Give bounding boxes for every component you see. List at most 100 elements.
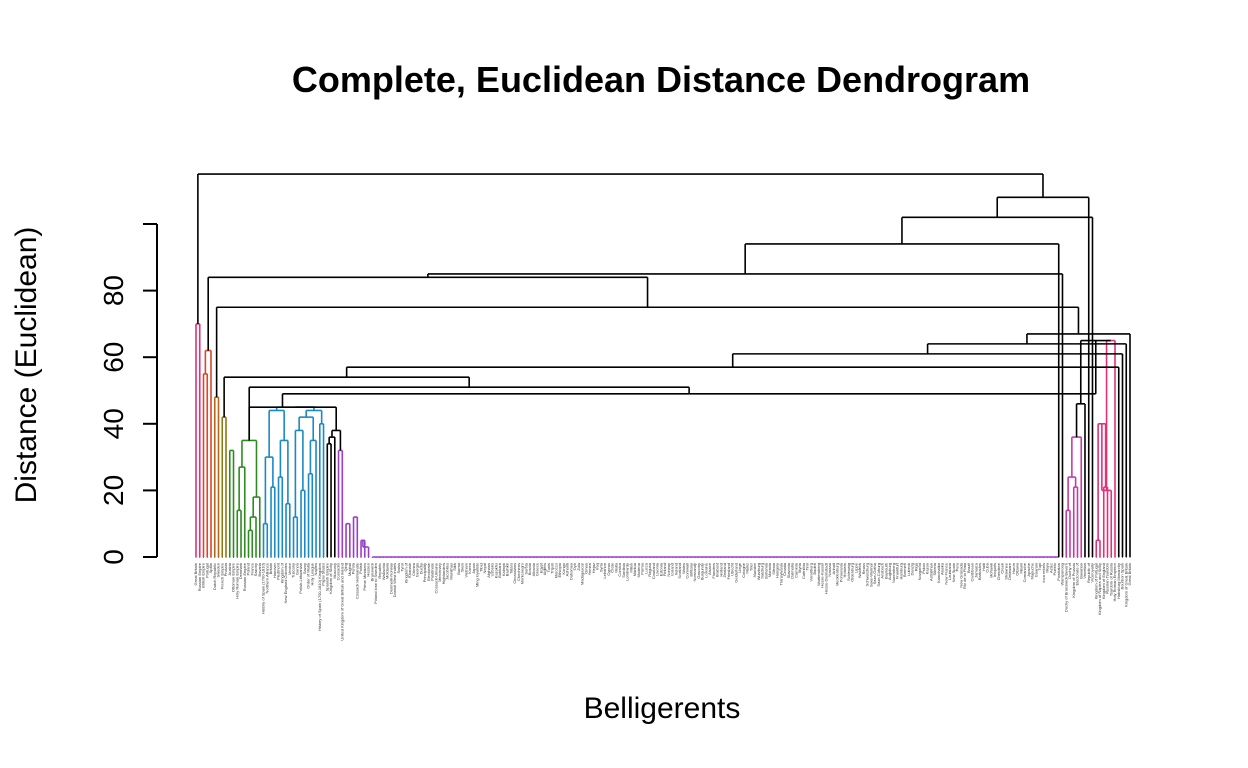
leaf-label: Cuba bbox=[985, 562, 990, 572]
leaf-label: Polish bbox=[358, 563, 363, 574]
leaf-label: Mecklenburg bbox=[835, 563, 840, 586]
leaf-label: Brittany bbox=[688, 563, 693, 577]
leaf-label: Tirol bbox=[805, 563, 810, 571]
leaf-label: Delaware bbox=[1007, 562, 1012, 580]
x-axis-label: Belligerents bbox=[584, 692, 741, 725]
leaf-label: Kingdom of England bbox=[1101, 563, 1106, 599]
leaf-label: Russian Empire bbox=[197, 562, 202, 591]
leaf-label: Salzburg bbox=[760, 563, 765, 579]
leaf-label: Malta bbox=[613, 562, 618, 573]
leaf-label: Milan bbox=[628, 563, 633, 573]
leaf-label: Burgundy bbox=[700, 563, 705, 580]
leaf-label: Venetian bbox=[1082, 563, 1087, 579]
leaf-label: Sardinia bbox=[621, 562, 626, 577]
leaf-label: Silesia bbox=[771, 562, 776, 575]
leaf-label: Qing bbox=[343, 563, 348, 571]
leaf-label: Vietnam bbox=[463, 562, 468, 577]
leaf-label: Japan bbox=[471, 563, 476, 574]
leaf-label: Swiss bbox=[396, 563, 401, 573]
leaf-label: Danzig bbox=[910, 563, 915, 575]
leaf-label: Lippe bbox=[853, 562, 858, 573]
leaf-label: Pskov bbox=[921, 563, 926, 574]
leaf-label: Burma bbox=[456, 562, 461, 575]
leaf-label: Denmark bbox=[238, 563, 243, 579]
leaf-label: Siam bbox=[460, 562, 465, 572]
leaf-label: Alaska bbox=[940, 562, 945, 575]
leaf-label: Bourbon Spain bbox=[1120, 563, 1125, 589]
leaf-label: Peru bbox=[955, 563, 960, 571]
leaf-label: Highlanders bbox=[441, 563, 446, 584]
leaf-label: Shawnee bbox=[1003, 562, 1008, 579]
leaf-label: Finland bbox=[662, 563, 667, 576]
leaf-label: Mapuche bbox=[1030, 562, 1035, 579]
leaf-label: Serbia bbox=[523, 562, 528, 574]
leaf-label: Oyo bbox=[572, 562, 577, 570]
leaf-label: Denmark-Norway bbox=[388, 563, 393, 594]
leaf-label: Ethiopia bbox=[557, 562, 562, 577]
leaf-label: Spain bbox=[208, 563, 213, 573]
leaf-label: Bavarian bbox=[1078, 563, 1083, 579]
leaf-label: Holland bbox=[718, 563, 723, 577]
leaf-label: Mainz bbox=[745, 563, 750, 574]
leaf-label: Bukhara bbox=[497, 562, 502, 578]
leaf-label: Creek bbox=[1000, 563, 1005, 574]
leaf-label: Louisiana bbox=[947, 562, 952, 580]
leaf-label: Montenegro bbox=[520, 562, 525, 584]
leaf-label: Nuremberg bbox=[891, 563, 896, 583]
leaf-label: Hessen bbox=[366, 563, 371, 577]
leaf-label: Wampanoag bbox=[1060, 563, 1065, 586]
leaf-label: Trier bbox=[748, 562, 753, 571]
leaf-label: Bosnia bbox=[527, 562, 532, 575]
leaf-label: Iroquois bbox=[992, 563, 997, 577]
leaf-label: Principality bbox=[422, 563, 427, 582]
leaf-label: Kongo bbox=[561, 562, 566, 574]
leaf-label: Wallachia bbox=[381, 562, 386, 580]
leaf-label: History of Spain (1700-1810) bbox=[261, 562, 266, 614]
leaf-label: Holstein bbox=[842, 563, 847, 577]
leaf-label: Tatars bbox=[508, 563, 513, 574]
leaf-label: Ragusa bbox=[647, 562, 652, 577]
leaf-label: Tibet bbox=[478, 562, 483, 572]
leaf-label: Holy League bbox=[309, 562, 314, 585]
y-tick-label: 80 bbox=[98, 275, 129, 306]
leaf-label: Croatia bbox=[782, 562, 787, 576]
leaf-label: Greece bbox=[535, 562, 540, 576]
leaf-label: Caribbean bbox=[970, 563, 975, 581]
leaf-label: Savoy bbox=[302, 563, 307, 574]
leaf-label: Jamaica bbox=[973, 562, 978, 578]
leaf-label: Reuss bbox=[861, 563, 866, 574]
leaf-label: Northern Alliance bbox=[264, 562, 269, 593]
leaf-label: Order of Malta bbox=[306, 562, 311, 588]
leaf-label: French Empire bbox=[219, 562, 224, 589]
leaf-label: Miami bbox=[1018, 563, 1023, 574]
leaf-label: Gascony bbox=[696, 563, 701, 579]
leaf-label: Riga bbox=[913, 562, 918, 571]
leaf-label: Circassians bbox=[512, 563, 517, 584]
leaf-label: Cossack-Ukraine bbox=[433, 562, 438, 593]
leaf-label: Livonia bbox=[655, 562, 660, 575]
leaf-label: Dahomey bbox=[568, 563, 573, 580]
leaf-label: Tsardom of Russia bbox=[1108, 562, 1113, 596]
y-axis: 0 20 40 60 80 bbox=[98, 223, 158, 565]
leaf-label: Munster bbox=[752, 562, 757, 577]
leaf-label: Brabant bbox=[715, 562, 720, 577]
leaf-label: Carniola bbox=[793, 562, 798, 578]
leaf-label: Khanate bbox=[407, 562, 412, 578]
leaf-label: Barbados bbox=[977, 563, 982, 580]
leaf-label: Schleswig bbox=[846, 563, 851, 581]
leaf-label: Viceroyalty bbox=[1090, 563, 1095, 583]
leaf-label: Flanders bbox=[711, 563, 716, 579]
leaf-label: Estonia bbox=[658, 562, 663, 576]
leaf-label: Gelderland bbox=[733, 563, 738, 583]
leaf-label: Baden bbox=[812, 563, 817, 575]
leaf-label: Norway bbox=[666, 563, 671, 577]
leaf-label: New France bbox=[943, 562, 948, 584]
leaf-label: Novgorod bbox=[917, 563, 922, 580]
leaf-label: Britain bbox=[268, 563, 273, 574]
y-tick-label: 60 bbox=[98, 342, 129, 373]
leaf-label: Prime Ministers bbox=[362, 563, 367, 591]
leaf-label: Kingdom of Portugal bbox=[1093, 563, 1098, 599]
leaf-label: Austria bbox=[227, 562, 232, 575]
